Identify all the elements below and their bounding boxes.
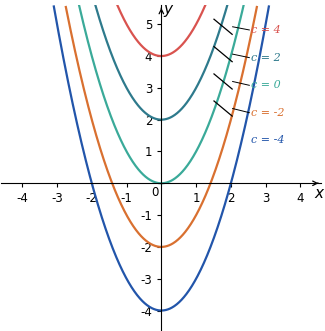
Text: c = 0: c = 0 bbox=[251, 80, 281, 90]
Text: c = -2: c = -2 bbox=[251, 108, 285, 118]
Text: x: x bbox=[314, 186, 323, 201]
Text: c = -4: c = -4 bbox=[251, 135, 285, 145]
Text: c = 2: c = 2 bbox=[251, 53, 281, 63]
Text: 0: 0 bbox=[151, 186, 159, 199]
Text: c = 4: c = 4 bbox=[251, 25, 281, 35]
Text: y: y bbox=[163, 2, 172, 18]
